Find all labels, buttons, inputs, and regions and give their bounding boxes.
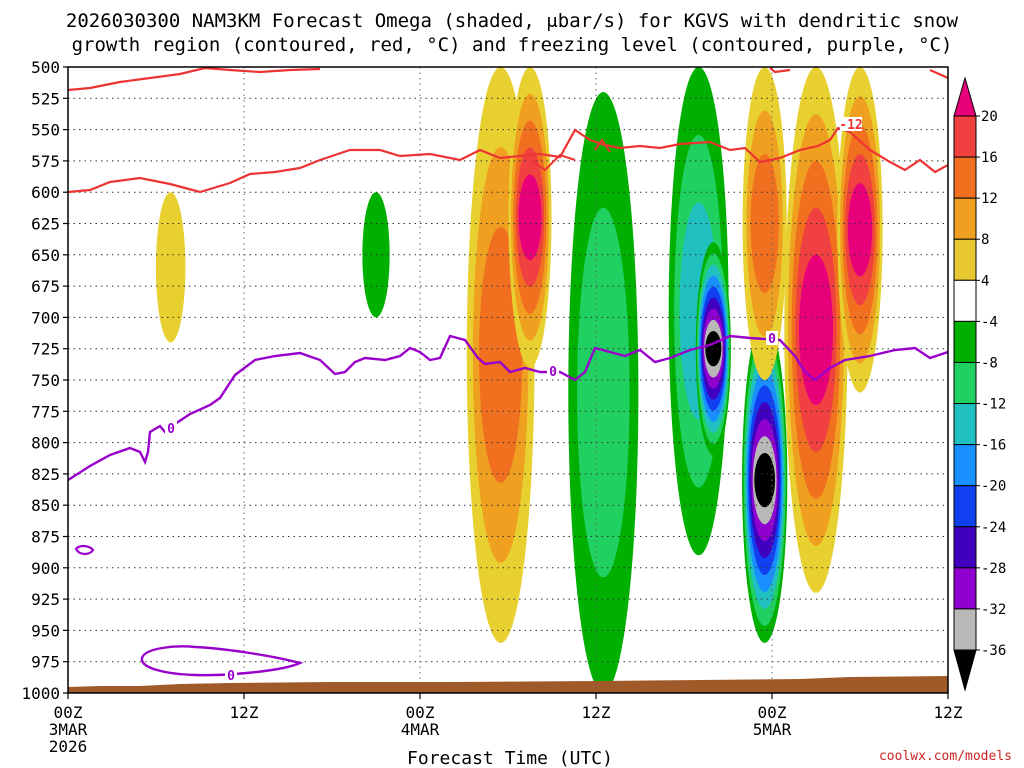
omega-contour-9-4	[799, 254, 833, 406]
omega-contour-3-4	[518, 174, 542, 261]
colorbar-label: -20	[981, 479, 1006, 495]
colorbar-bin	[953, 156, 977, 199]
omega-shading	[155, 67, 883, 693]
colorbar-label: 8	[981, 232, 989, 248]
colorbar-label: -4	[981, 314, 998, 330]
y-tick-label: 950	[31, 621, 60, 640]
x-tick-label: 12Z	[582, 703, 611, 722]
y-tick-label: 900	[31, 559, 60, 578]
colorbar-bin	[953, 526, 977, 569]
y-tick-label: 975	[31, 653, 60, 672]
colorbar-bin	[953, 197, 977, 240]
dgz-inner-contour	[529, 138, 611, 172]
colorbar-label: 12	[981, 191, 998, 207]
freezing-contour-label-2: 0	[549, 365, 557, 380]
colorbar-label: -12	[981, 397, 1006, 413]
omega-contour-7-8	[754, 453, 776, 508]
gridlines	[68, 67, 948, 693]
omega-contour-4-1	[577, 207, 630, 578]
chart-title-line-1: 2026030300 NAM3KM Forecast Omega (shaded…	[66, 10, 959, 32]
freezing-contour-label-1: 0	[167, 422, 175, 437]
omega-contour-6-8	[705, 330, 722, 367]
colorbar-label: -24	[981, 520, 1006, 536]
freezing-level-small-loop	[74, 544, 95, 556]
x-tick-year: 2026	[49, 737, 88, 756]
omega-feature-6	[695, 242, 731, 456]
dgz-upper-contour-right	[769, 67, 948, 80]
omega-contour-0-0	[155, 192, 186, 343]
y-tick-label: 700	[31, 308, 60, 327]
colorbar-bin	[953, 115, 977, 158]
dgz-upper-contour	[68, 67, 321, 92]
omega-contour-10-4	[847, 183, 873, 277]
x-tick-label: 00Z	[406, 703, 435, 722]
colorbar-bin	[953, 238, 977, 281]
y-tick-label: 750	[31, 371, 60, 390]
colorbar-label: -28	[981, 561, 1006, 577]
colorbar-bin	[953, 403, 977, 446]
omega-contour-8-2	[750, 153, 779, 294]
freezing-contour-label-3: 0	[768, 332, 776, 347]
colorbar-label: 4	[981, 273, 989, 289]
x-tick-date: 4MAR	[401, 720, 440, 739]
y-tick-label: 550	[31, 121, 60, 140]
y-tick-label: 1000	[21, 684, 60, 703]
colorbar-bin	[953, 485, 977, 528]
colorbar-bin	[953, 608, 977, 651]
colorbar-top-arrow	[953, 76, 977, 117]
colorbar-label: 20	[981, 109, 998, 125]
y-tick-label: 650	[31, 246, 60, 265]
colorbar-label: 16	[981, 150, 998, 166]
x-tick-label: 00Z	[758, 703, 787, 722]
y-tick-label: 575	[31, 152, 60, 171]
y-tick-label: 675	[31, 277, 60, 296]
y-tick-label: 725	[31, 340, 60, 359]
colorbar-label: -32	[981, 602, 1006, 618]
dgz-contour-label: -12	[839, 118, 862, 133]
omega-feature-3	[508, 67, 552, 368]
y-tick-label: 525	[31, 89, 60, 108]
colorbar-bin	[953, 320, 977, 363]
colorbar-legend: 20 16 12 8 4 -4 -8 -12 -16 -20 -24 -28 -32 -36	[953, 76, 1006, 692]
y-tick-label: 850	[31, 496, 60, 515]
y-tick-label: 775	[31, 402, 60, 421]
dgz-lower-contour	[68, 126, 948, 194]
contour-label-group: -12 0 0 0 0	[165, 117, 863, 684]
y-tick-label: 875	[31, 528, 60, 547]
omega-feature-9	[784, 67, 848, 593]
y-tick-label: 625	[31, 215, 60, 234]
chart-title-line-2: growth region (contoured, red, °C) and f…	[72, 34, 953, 56]
colorbar-label: -8	[981, 355, 998, 371]
y-tick-label: 500	[31, 58, 60, 77]
x-tick-label: 12Z	[934, 703, 963, 722]
colorbar-bin	[953, 361, 977, 405]
colorbar-label: -36	[981, 643, 1006, 659]
y-axis: 500 525 550 575 600 625 650 675 700 725 750 775 800 8…	[21, 58, 68, 703]
omega-feature-10	[837, 67, 883, 393]
x-tick-label: 12Z	[230, 703, 259, 722]
colorbar-label: -16	[981, 438, 1006, 454]
y-tick-label: 800	[31, 434, 60, 453]
colorbar-bin	[953, 444, 977, 487]
y-tick-label: 825	[31, 465, 60, 484]
y-tick-label: 925	[31, 590, 60, 609]
credit-text: coolwx.com/models	[879, 749, 1012, 764]
x-axis-title: Forecast Time (UTC)	[407, 748, 613, 768]
freezing-contour-label-4: 0	[227, 669, 235, 684]
colorbar-bottom-arrow	[953, 649, 977, 692]
terrain-surface	[68, 676, 948, 693]
x-tick-label: 00Z	[54, 703, 83, 722]
omega-feature-7	[742, 317, 788, 643]
x-tick-date: 3MAR	[49, 720, 88, 739]
x-tick-date: 5MAR	[753, 720, 792, 739]
y-tick-label: 600	[31, 183, 60, 202]
colorbar-bin	[953, 279, 977, 322]
omega-feature-0	[155, 192, 186, 343]
omega-feature-4	[568, 92, 639, 693]
colorbar-bin	[953, 567, 977, 610]
freezing-level-loop	[140, 645, 304, 677]
omega-feature-8	[742, 67, 787, 380]
